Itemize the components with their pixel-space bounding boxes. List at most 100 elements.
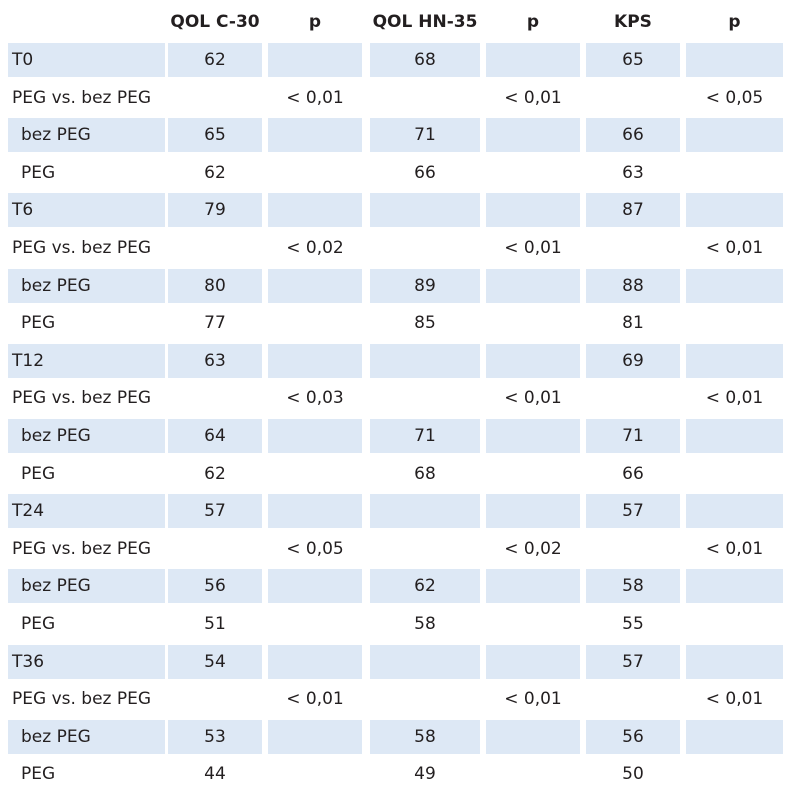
empty-cell bbox=[370, 381, 480, 415]
empty-cell bbox=[686, 193, 783, 228]
empty-cell bbox=[686, 607, 783, 641]
empty-cell bbox=[486, 193, 580, 228]
value-cell: 87 bbox=[586, 193, 680, 228]
empty-cell bbox=[686, 156, 783, 190]
empty-cell bbox=[686, 419, 783, 453]
row-label: T6 bbox=[8, 193, 165, 228]
value-cell: 80 bbox=[168, 268, 262, 303]
empty-cell bbox=[686, 494, 783, 529]
empty-cell bbox=[686, 306, 783, 340]
value-cell: 50 bbox=[622, 764, 644, 785]
value-cell: 77 bbox=[204, 313, 226, 334]
row-label: T12 bbox=[8, 343, 165, 378]
empty-cell bbox=[268, 343, 362, 378]
row-label: bez PEG bbox=[8, 118, 165, 153]
value-cell: 71 bbox=[370, 419, 480, 453]
empty-cell bbox=[486, 644, 580, 679]
value-cell: < 0,01 bbox=[705, 538, 764, 559]
value-cell: 62 bbox=[370, 569, 480, 604]
row-label: bez PEG bbox=[8, 719, 165, 754]
empty-cell bbox=[168, 381, 262, 415]
empty-cell bbox=[370, 193, 480, 228]
empty-cell bbox=[268, 644, 362, 679]
row-label: PEG vs. bez PEG bbox=[12, 538, 152, 559]
column-header: KPS bbox=[614, 12, 652, 32]
column-header: QOL C-30 bbox=[170, 12, 260, 32]
row-label: PEG bbox=[21, 764, 56, 785]
value-cell: 71 bbox=[370, 118, 480, 153]
value-cell: 44 bbox=[204, 764, 226, 785]
row-label: PEG bbox=[21, 614, 56, 634]
empty-cell bbox=[486, 607, 580, 641]
value-cell: < 0,05 bbox=[286, 538, 344, 559]
row-label: bez PEG bbox=[8, 268, 165, 303]
empty-cell bbox=[168, 682, 262, 716]
empty-cell bbox=[586, 381, 680, 415]
value-cell: 55 bbox=[622, 614, 644, 634]
value-cell: 62 bbox=[204, 162, 226, 183]
empty-cell bbox=[486, 457, 580, 491]
empty-cell bbox=[268, 607, 362, 641]
value-cell: 49 bbox=[414, 764, 436, 785]
empty-cell bbox=[586, 231, 680, 265]
value-cell: 89 bbox=[370, 268, 480, 303]
empty-cell bbox=[268, 268, 362, 303]
column-header: p bbox=[728, 12, 741, 32]
empty-cell bbox=[486, 719, 580, 754]
value-cell: 66 bbox=[586, 118, 680, 153]
empty-cell bbox=[168, 532, 262, 566]
empty-cell bbox=[486, 268, 580, 303]
value-cell: < 0,01 bbox=[286, 689, 344, 710]
empty-cell bbox=[370, 644, 480, 679]
value-cell: < 0,05 bbox=[705, 87, 764, 108]
empty-cell bbox=[686, 644, 783, 679]
value-cell: 85 bbox=[414, 313, 436, 334]
empty-cell bbox=[268, 306, 362, 340]
empty-cell bbox=[370, 532, 480, 566]
value-cell: 64 bbox=[168, 419, 262, 453]
empty-cell bbox=[686, 268, 783, 303]
value-cell: 53 bbox=[168, 719, 262, 754]
empty-cell bbox=[686, 118, 783, 153]
value-cell: < 0,03 bbox=[286, 388, 344, 409]
empty-cell bbox=[268, 757, 362, 791]
row-label: bez PEG bbox=[8, 569, 165, 604]
column-header: p bbox=[308, 12, 322, 32]
empty-cell bbox=[268, 457, 362, 491]
value-cell: < 0,01 bbox=[504, 689, 562, 710]
empty-cell bbox=[370, 231, 480, 265]
empty-cell bbox=[686, 343, 783, 378]
empty-cell bbox=[586, 81, 680, 115]
value-cell: 68 bbox=[370, 43, 480, 77]
empty-cell bbox=[486, 494, 580, 529]
value-cell: 58 bbox=[586, 569, 680, 604]
empty-cell bbox=[486, 419, 580, 453]
empty-cell bbox=[268, 193, 362, 228]
row-label: PEG bbox=[21, 162, 56, 183]
row-label: T0 bbox=[8, 43, 165, 77]
value-cell: < 0,02 bbox=[286, 238, 344, 258]
empty-cell bbox=[686, 43, 783, 77]
empty-cell bbox=[486, 156, 580, 190]
row-label: PEG vs. bez PEG bbox=[12, 388, 152, 409]
value-cell: < 0,01 bbox=[705, 689, 764, 710]
value-cell: 79 bbox=[168, 193, 262, 228]
value-cell: 56 bbox=[168, 569, 262, 604]
value-cell: 62 bbox=[168, 43, 262, 77]
empty-cell bbox=[686, 719, 783, 754]
empty-cell bbox=[586, 532, 680, 566]
value-cell: < 0,01 bbox=[705, 388, 764, 409]
empty-cell bbox=[686, 757, 783, 791]
row-label: T36 bbox=[8, 644, 165, 679]
empty-cell bbox=[268, 156, 362, 190]
value-cell: < 0,01 bbox=[705, 238, 764, 258]
row-label: bez PEG bbox=[8, 419, 165, 453]
empty-cell bbox=[370, 494, 480, 529]
empty-cell bbox=[370, 81, 480, 115]
row-label: PEG vs. bez PEG bbox=[12, 87, 152, 108]
value-cell: < 0,01 bbox=[504, 87, 562, 108]
empty-cell bbox=[586, 682, 680, 716]
value-cell: 54 bbox=[168, 644, 262, 679]
value-cell: < 0,02 bbox=[504, 538, 562, 559]
empty-cell bbox=[268, 719, 362, 754]
